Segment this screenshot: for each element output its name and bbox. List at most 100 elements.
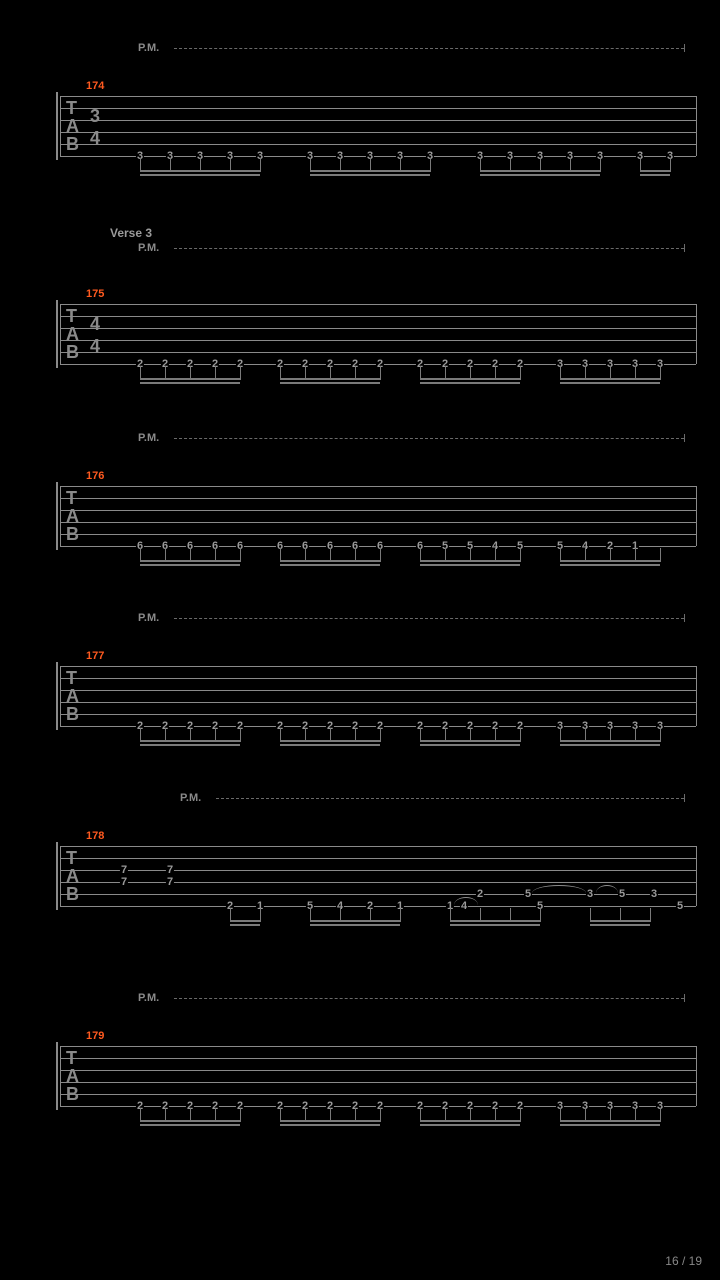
staff-string-3 (60, 522, 696, 523)
palm-mute-label: P.M. (138, 242, 159, 254)
bar-number: 175 (86, 288, 104, 300)
tie (532, 885, 586, 893)
stem (380, 728, 381, 742)
stem (240, 366, 241, 380)
beam (280, 1120, 380, 1122)
stem (600, 158, 601, 172)
tab-clef-a: A (66, 689, 79, 704)
stem (670, 158, 671, 172)
tab-note: 5 (618, 889, 626, 899)
tie (454, 897, 478, 905)
beam (140, 1124, 240, 1126)
tab-clef-b: B (66, 527, 79, 542)
tab-clef-a: A (66, 509, 79, 524)
bar-number: 178 (86, 830, 104, 842)
staff-string-2 (60, 690, 696, 691)
barline (60, 666, 61, 726)
barline (696, 304, 697, 364)
tab-note: 7 (120, 865, 128, 875)
staff-string-0 (60, 304, 696, 305)
bar-number: 179 (86, 1030, 104, 1042)
beam (420, 564, 520, 566)
staff-string-1 (60, 316, 696, 317)
stem (520, 728, 521, 742)
beam (280, 378, 380, 380)
palm-mute-label: P.M. (180, 792, 201, 804)
tab-clef-t: T (66, 1051, 77, 1066)
beam (310, 170, 430, 172)
staff-string-3 (60, 882, 696, 883)
beam (450, 924, 540, 926)
stem (260, 908, 261, 922)
staff-string-0 (60, 486, 696, 487)
beam (640, 174, 670, 176)
stem (400, 908, 401, 922)
tab-clef-t: T (66, 101, 77, 116)
tab-clef-b: B (66, 345, 79, 360)
tab-clef-a: A (66, 327, 79, 342)
staff-string-4 (60, 894, 696, 895)
staff: TAB7777253532154211455 (60, 846, 696, 906)
stem (380, 366, 381, 380)
beam (420, 382, 520, 384)
staff-string-1 (60, 498, 696, 499)
staff-string-0 (60, 846, 696, 847)
barline (696, 846, 697, 906)
staff-bracket (56, 92, 58, 160)
tab-note: 7 (166, 877, 174, 887)
stem (240, 1108, 241, 1122)
page-number: 16 / 19 (665, 1254, 702, 1268)
tab-note: 5 (524, 889, 532, 899)
bar-number: 176 (86, 470, 104, 482)
barline (60, 1046, 61, 1106)
tab-clef-a: A (66, 119, 79, 134)
beam (560, 382, 660, 384)
barline (60, 304, 61, 364)
staff-string-1 (60, 858, 696, 859)
barline (696, 666, 697, 726)
staff-string-2 (60, 1070, 696, 1071)
bar-number: 174 (86, 80, 104, 92)
tab-note: 7 (120, 877, 128, 887)
staff-string-3 (60, 1082, 696, 1083)
tab-clef-b: B (66, 887, 79, 902)
tie (596, 885, 618, 893)
staff-bracket (56, 842, 58, 910)
tab-note: 3 (586, 889, 594, 899)
stem (260, 158, 261, 172)
staff-string-3 (60, 340, 696, 341)
tab-note: 3 (650, 889, 658, 899)
staff-string-3 (60, 702, 696, 703)
section-label: Verse 3 (110, 226, 152, 240)
time-sig-top: 3 (90, 106, 100, 127)
staff-bracket (56, 1042, 58, 1110)
beam (640, 170, 670, 172)
stem (380, 548, 381, 562)
stem (520, 1108, 521, 1122)
beam (560, 564, 660, 566)
bar-number: 177 (86, 650, 104, 662)
tab-page: P.M.174TAB3433333333333333333Verse 3P.M.… (0, 0, 720, 1280)
beam (560, 1120, 660, 1122)
beam (560, 740, 660, 742)
tab-clef-t: T (66, 491, 77, 506)
staff-string-2 (60, 870, 696, 871)
palm-mute-line (174, 248, 684, 249)
palm-mute-end (684, 794, 685, 802)
beam (590, 924, 650, 926)
stem (240, 548, 241, 562)
palm-mute-label: P.M. (138, 612, 159, 624)
staff-string-0 (60, 666, 696, 667)
tab-clef-a: A (66, 1069, 79, 1084)
beam (420, 740, 520, 742)
beam (140, 174, 260, 176)
beam (310, 174, 430, 176)
beam (140, 382, 240, 384)
palm-mute-line (216, 798, 684, 799)
tab-clef-b: B (66, 137, 79, 152)
beam (310, 924, 400, 926)
stem (520, 548, 521, 562)
stem (660, 728, 661, 742)
time-sig-top: 4 (90, 314, 100, 335)
staff-string-2 (60, 510, 696, 511)
